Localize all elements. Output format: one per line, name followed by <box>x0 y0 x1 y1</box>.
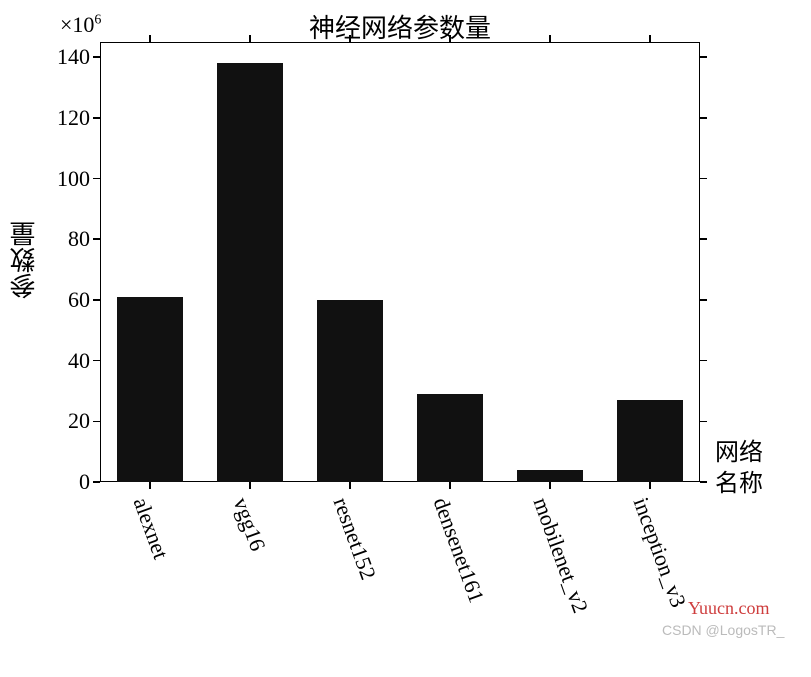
xtick-label: vgg16 <box>228 494 271 555</box>
ytick-mark <box>93 481 100 483</box>
xtick-mark <box>349 35 351 42</box>
bar <box>617 400 683 482</box>
ytick-label: 40 <box>45 348 90 374</box>
ytick-mark <box>700 56 707 58</box>
bar <box>517 470 583 482</box>
xtick-mark <box>549 35 551 42</box>
xtick-mark <box>249 482 251 489</box>
ytick-label: 100 <box>45 166 90 192</box>
xtick-mark <box>349 482 351 489</box>
y-exponent-label: ×106 <box>60 12 101 38</box>
ytick-mark <box>700 117 707 119</box>
bar <box>217 63 283 482</box>
bar <box>417 394 483 482</box>
ytick-mark <box>700 178 707 180</box>
ytick-label: 20 <box>45 408 90 434</box>
ytick-mark <box>93 238 100 240</box>
xtick-label: mobilenet_v2 <box>528 494 594 617</box>
ytick-label: 140 <box>45 44 90 70</box>
side-label-line1: 网络 <box>715 440 763 466</box>
ytick-mark <box>93 421 100 423</box>
xtick-mark <box>149 35 151 42</box>
xtick-mark <box>549 482 551 489</box>
watermark-yuucn: Yuucn.com <box>688 598 769 619</box>
y-axis-label: 参数量 <box>6 180 43 340</box>
ytick-mark <box>93 299 100 301</box>
ytick-mark <box>93 117 100 119</box>
x-axis-side-label: 网络 名称 <box>715 438 763 500</box>
ytick-label: 80 <box>45 226 90 252</box>
xtick-mark <box>649 35 651 42</box>
bar <box>317 300 383 482</box>
plot-area <box>100 42 700 482</box>
xtick-label: resnet152 <box>328 494 382 583</box>
ytick-label: 60 <box>45 287 90 313</box>
watermark-csdn: CSDN @LogosTR_ <box>662 622 784 638</box>
param-count-chart: 神经网络参数量 ×106 参数量 网络 名称 Yuucn.com CSDN @L… <box>0 0 811 677</box>
xtick-label: inception_v3 <box>628 494 692 611</box>
xtick-mark <box>149 482 151 489</box>
ytick-label: 120 <box>45 105 90 131</box>
ytick-mark <box>93 178 100 180</box>
ytick-mark <box>93 360 100 362</box>
ytick-mark <box>700 481 707 483</box>
bar <box>117 297 183 482</box>
ytick-mark <box>93 56 100 58</box>
side-label-line2: 名称 <box>715 471 763 497</box>
xtick-label: densenet161 <box>428 494 490 606</box>
xtick-mark <box>249 35 251 42</box>
ytick-mark <box>700 360 707 362</box>
xtick-mark <box>649 482 651 489</box>
chart-title: 神经网络参数量 <box>100 8 700 45</box>
xtick-mark <box>449 482 451 489</box>
ytick-label: 0 <box>45 469 90 495</box>
ytick-mark <box>700 238 707 240</box>
xtick-label: alexnet <box>128 494 174 563</box>
xtick-mark <box>449 35 451 42</box>
ytick-mark <box>700 421 707 423</box>
ytick-mark <box>700 299 707 301</box>
